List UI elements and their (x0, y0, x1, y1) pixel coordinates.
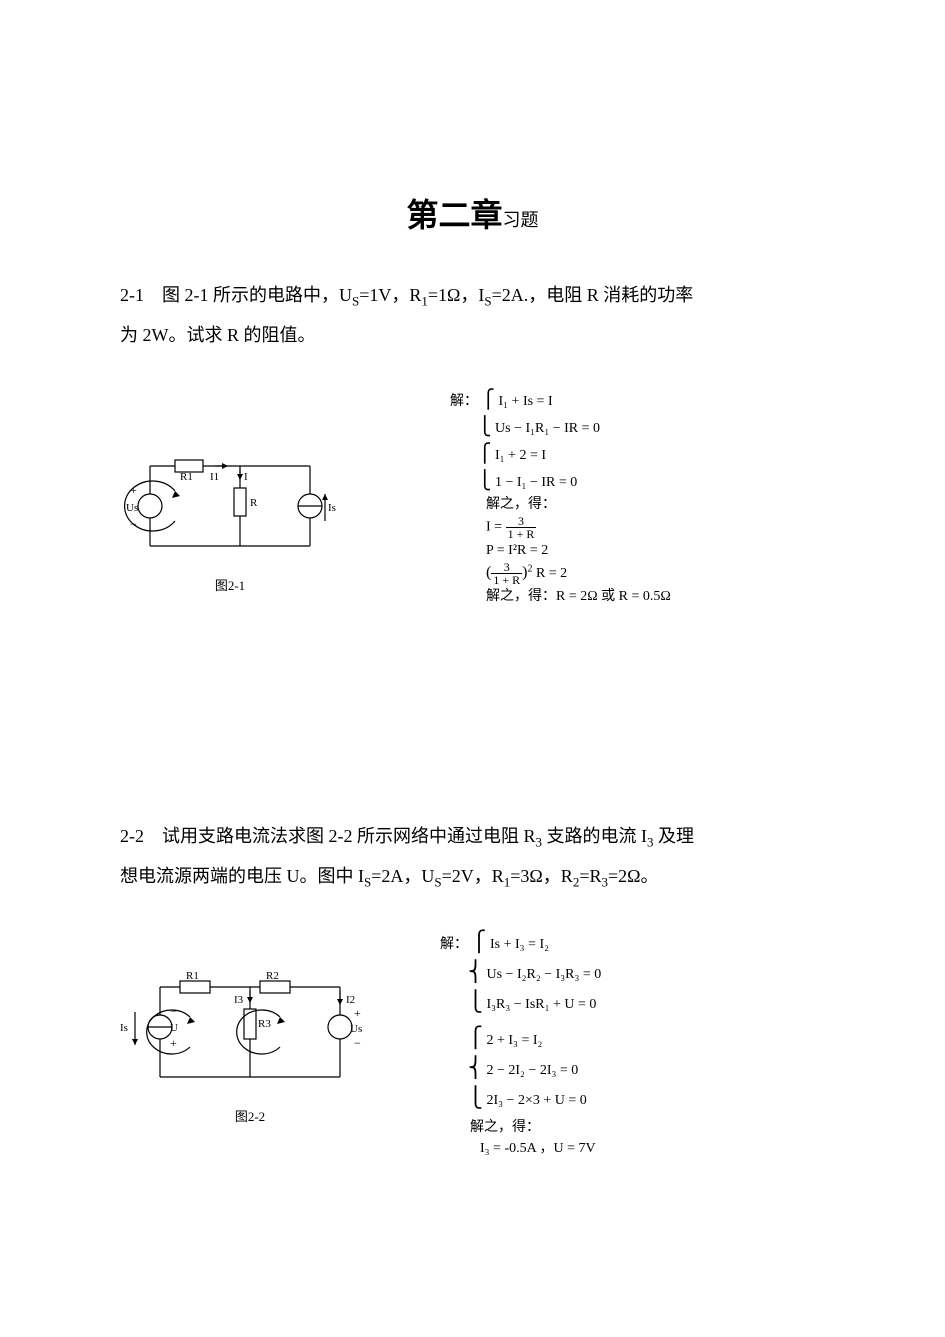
label-Us: Us (350, 1023, 362, 1035)
problem-2-1-text: 2-1 图 2-1 所示的电路中，US=1V，R1=1Ω，IS=2A.，电阻 R… (120, 276, 825, 356)
label-plus: + (130, 483, 137, 497)
solution-line: ⎧ 2 + I₃ = I₂ (440, 1023, 825, 1053)
problem-2-2: 2-2 试用支路电流法求图 2-2 所示网络中通过电阻 R3 支路的电流 I3 … (120, 817, 825, 1159)
circuit-diagram-2-1: R1 I1 I + Us − R Is (120, 446, 340, 566)
label-Is: Is (120, 1022, 128, 1034)
label-minus: − (130, 517, 137, 531)
label-R: R (250, 497, 258, 509)
solution-line: 解： ⎧ I₁ + Is = I (450, 386, 825, 413)
eq: I₃ = -0.5A ，U = 7V (480, 1141, 596, 1156)
eq: I₃R₃ − IsR₁ + U = 0 (487, 997, 597, 1012)
eq: I₁ + Is = I (499, 394, 553, 409)
solution-line: 解之，得： (450, 494, 825, 515)
eq: Us − I₁R₁ − IR = 0 (495, 421, 600, 436)
text: 想电流源两端的电压 U。图中 I (120, 866, 364, 886)
solution-line: ⎩ 2I₃ − 2×3 + U = 0 (440, 1083, 825, 1113)
figure-2-2: R1 R2 R3 I3 I2 Is − U + + Us − 图2-2 (120, 967, 380, 1125)
problem-label: 2-2 (120, 826, 144, 846)
eq: 解之，得：R = 2Ω 或 R = 0.5Ω (486, 589, 671, 604)
solution-line: I = 31 + R (450, 515, 825, 540)
label-minus: − (354, 1036, 361, 1050)
subscript: S (484, 294, 491, 309)
text: 为 2W。试求 R 的阻值。 (120, 325, 316, 345)
text: =2V，R (442, 866, 504, 886)
solution-line: 解之，得：R = 2Ω 或 R = 0.5Ω (450, 586, 825, 607)
title-main: 第二章 (406, 197, 502, 233)
solution-line: I₃ = -0.5A ，U = 7V (440, 1138, 825, 1159)
problem-2-2-text: 2-2 试用支路电流法求图 2-2 所示网络中通过电阻 R3 支路的电流 I3 … (120, 817, 825, 897)
solution-2-1: 解： ⎧ I₁ + Is = I ⎩ Us − I₁R₁ − IR = 0 ⎧ … (340, 386, 825, 607)
label-U: U (170, 1022, 178, 1034)
label-R3: R3 (258, 1018, 271, 1030)
label-R1: R1 (186, 970, 199, 982)
label-Us: Us (126, 502, 138, 514)
solution-line: ⎨ 2 − 2I₂ − 2I₃ = 0 (440, 1053, 825, 1083)
label-I2: I2 (346, 994, 355, 1006)
solution-line: ⎧ I₁ + 2 = I (450, 440, 825, 467)
text: 及理 (654, 826, 695, 846)
text: =R (579, 866, 601, 886)
solution-line: (31 + R)2 R = 2 (450, 561, 825, 586)
solution-line: ⎩ I₃R₃ − IsR₁ + U = 0 (440, 987, 825, 1017)
label-R1: R1 (180, 471, 193, 483)
eq: 2 + I₃ = I₂ (487, 1033, 543, 1048)
solution-line: 解之，得： (440, 1117, 825, 1138)
title-sub: 习题 (503, 210, 539, 230)
figure-2-1: R1 I1 I + Us − R Is 图2-1 (120, 446, 340, 594)
spacer (120, 637, 825, 817)
solution-label: 解： (450, 394, 478, 409)
label-plus: + (354, 1006, 361, 1020)
eq: Us − I₂R₂ − I₃R₃ = 0 (487, 967, 602, 982)
text: =1V，R (359, 285, 421, 305)
eq: 1 − I₁ − IR = 0 (495, 475, 577, 490)
figure-solution-row-2: R1 R2 R3 I3 I2 Is − U + + Us − 图2-2 (120, 927, 825, 1159)
label-R2: R2 (266, 970, 279, 982)
solution-line: ⎨ Us − I₂R₂ − I₃R₃ = 0 (440, 957, 825, 987)
text: =2Ω。 (608, 866, 659, 886)
label-I3: I3 (234, 994, 244, 1006)
chapter-title: 第二章习题 (120, 190, 825, 236)
circuit-diagram-2-2: R1 R2 R3 I3 I2 Is − U + + Us − (120, 967, 380, 1097)
text: =2A，U (371, 866, 434, 886)
label-plus: + (170, 1036, 177, 1050)
solution-line: P = I²R = 2 (450, 540, 825, 561)
subscript: S (434, 875, 441, 890)
eq: 2 − 2I₂ − 2I₃ = 0 (487, 1063, 579, 1078)
eq: 2I₃ − 2×3 + U = 0 (487, 1093, 587, 1108)
solution-label: 解： (440, 937, 468, 952)
label-Is: Is (328, 502, 336, 514)
eq: 解之，得： (470, 1120, 540, 1135)
solution-line: ⎩ 1 − I₁ − IR = 0 (450, 467, 825, 494)
text: =1Ω，I (428, 285, 485, 305)
text: 试用支路电流法求图 2-2 所示网络中通过电阻 R (162, 826, 536, 846)
text: 图 2-1 所示的电路中，U (162, 285, 352, 305)
figure-solution-row-1: R1 I1 I + Us − R Is 图2-1 解： ⎧ I₁ + Is = … (120, 386, 825, 607)
eq: Is + I₃ = I₂ (490, 937, 549, 952)
solution-line: 解： ⎧ Is + I₃ = I₂ (440, 927, 825, 957)
eq: 解之，得： (486, 497, 556, 512)
text: 支路的电流 I (542, 826, 647, 846)
text: =3Ω，R (510, 866, 573, 886)
solution-line: ⎩ Us − I₁R₁ − IR = 0 (450, 413, 825, 440)
problem-label: 2-1 (120, 285, 144, 305)
label-I: I (244, 471, 248, 483)
label-minus: − (170, 1004, 177, 1018)
figure-caption: 图2-1 (120, 575, 340, 594)
problem-2-1: 2-1 图 2-1 所示的电路中，US=1V，R1=1Ω，IS=2A.，电阻 R… (120, 276, 825, 607)
text: =2A.，电阻 R 消耗的功率 (492, 285, 694, 305)
label-I1: I1 (210, 471, 219, 483)
eq: I₁ + 2 = I (495, 448, 546, 463)
solution-2-2: 解： ⎧ Is + I₃ = I₂ ⎨ Us − I₂R₂ − I₃R₃ = 0… (380, 927, 825, 1159)
page: 第二章习题 2-1 图 2-1 所示的电路中，US=1V，R1=1Ω，IS=2A… (0, 0, 945, 1289)
figure-caption: 图2-2 (120, 1106, 380, 1125)
eq: P = I²R = 2 (486, 543, 548, 558)
